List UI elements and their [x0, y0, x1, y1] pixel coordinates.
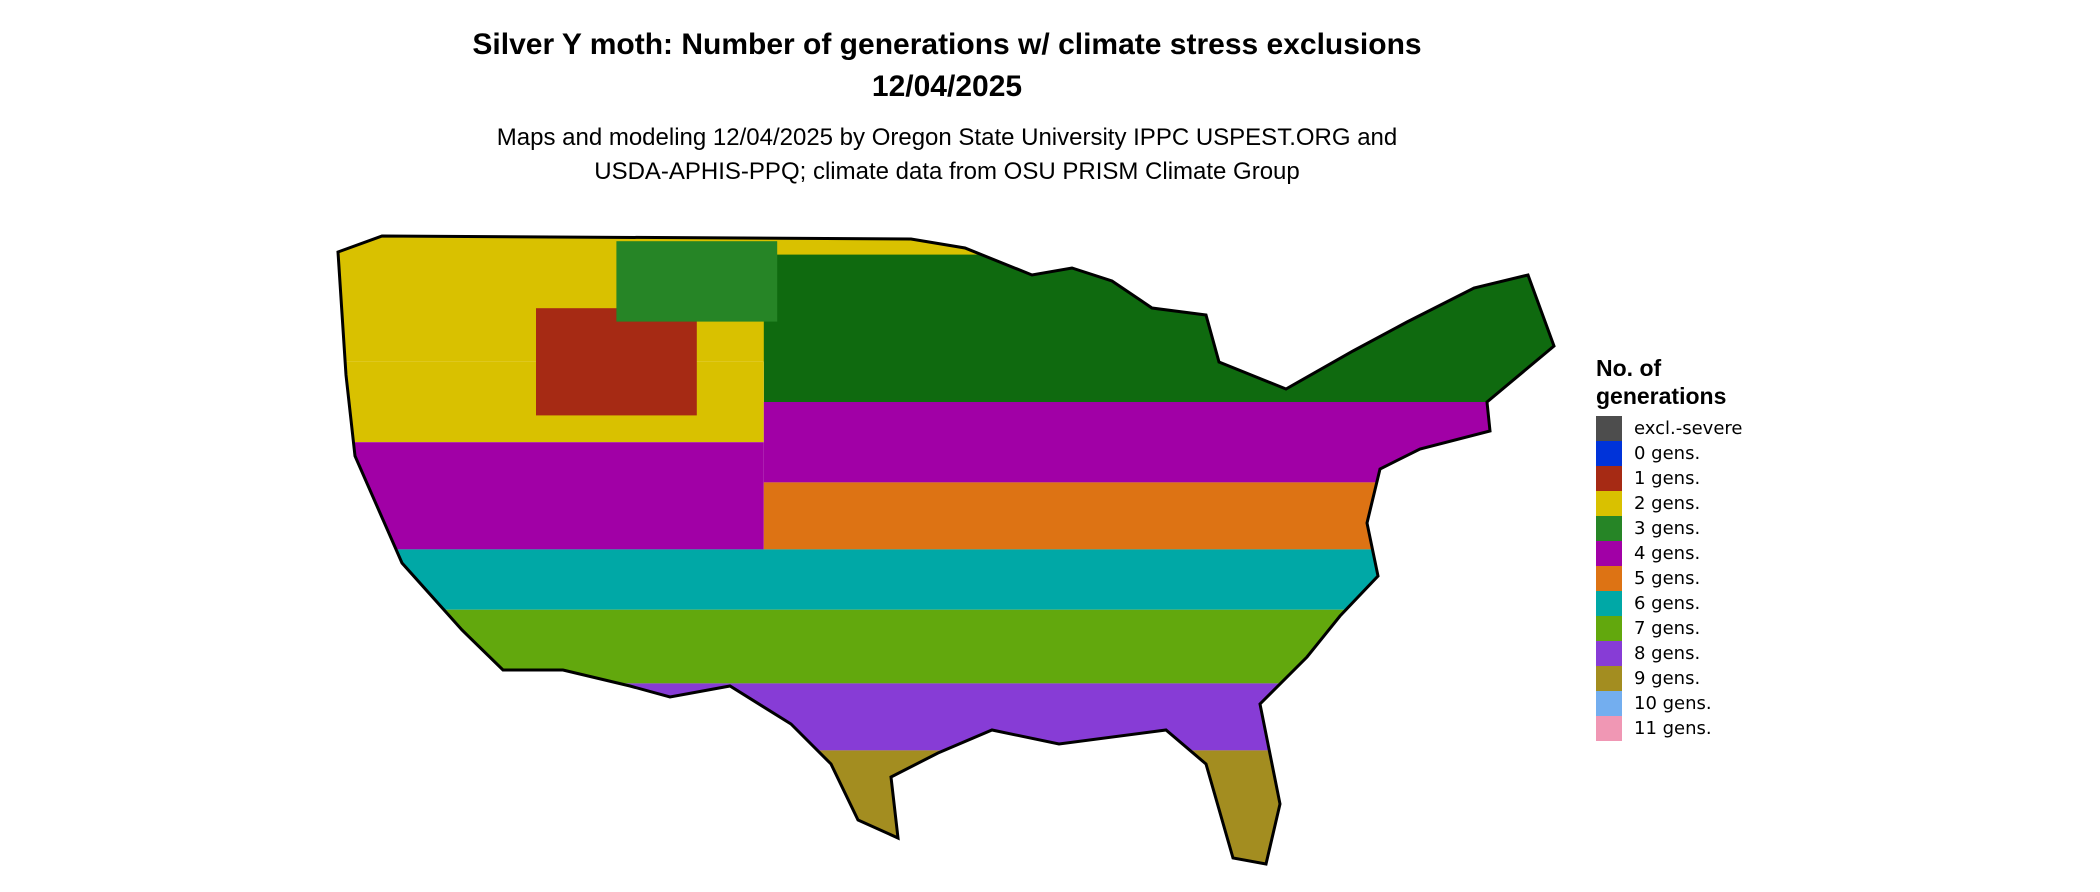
legend-item: 9 gens.: [1596, 666, 1742, 691]
legend-label: 4 gens.: [1634, 543, 1701, 564]
legend-label: 10 gens.: [1634, 693, 1712, 714]
legend-title-line1: No. of: [1596, 355, 1662, 381]
legend-swatch: [1596, 641, 1622, 666]
map-title: Silver Y moth: Number of generations w/ …: [472, 28, 1422, 61]
legend-swatch: [1596, 566, 1622, 591]
legend-label: 2 gens.: [1634, 493, 1701, 514]
legend-label: 1 gens.: [1634, 468, 1701, 489]
legend-swatch: [1596, 666, 1622, 691]
legend-swatch: [1596, 466, 1622, 491]
zone-9-gens: [338, 750, 1554, 864]
legend-item: 7 gens.: [1596, 616, 1742, 641]
legend-swatch: [1596, 591, 1622, 616]
zone-1-gens: [536, 308, 697, 416]
legend-swatch: [1596, 416, 1622, 441]
map-subtitle-line1: Maps and modeling 12/04/2025 by Oregon S…: [496, 124, 1398, 151]
legend-label: 0 gens.: [1634, 443, 1701, 464]
map-date: 12/04/2025: [871, 70, 1023, 103]
legend-label: 5 gens.: [1634, 568, 1701, 589]
legend-swatch: [1596, 691, 1622, 716]
legend-swatch: [1596, 541, 1622, 566]
legend-swatch: [1596, 491, 1622, 516]
legend-item: 4 gens.: [1596, 541, 1742, 566]
legend-swatch: [1596, 616, 1622, 641]
zone-5-gens: [763, 482, 1554, 550]
legend-item: 10 gens.: [1596, 691, 1742, 716]
legend-item: excl.-severe: [1596, 416, 1742, 441]
zone-8-gens: [338, 683, 1554, 751]
legend-title-line2: generations: [1596, 383, 1727, 409]
legend-label: 11 gens.: [1634, 718, 1712, 739]
legend-title: No. of generations: [1596, 354, 1742, 410]
legend-item: 5 gens.: [1596, 566, 1742, 591]
zone-3-gens: [763, 254, 1554, 402]
legend-item: 3 gens.: [1596, 516, 1742, 541]
zone-3-gens-north: [616, 241, 778, 322]
zone-4-gens: [763, 402, 1554, 483]
legend-label: 7 gens.: [1634, 618, 1701, 639]
zone-6-gens: [338, 549, 1554, 610]
legend-item: 2 gens.: [1596, 491, 1742, 516]
legend-label: 9 gens.: [1634, 668, 1701, 689]
legend-label: 8 gens.: [1634, 643, 1701, 664]
legend-item: 6 gens.: [1596, 591, 1742, 616]
legend-label: 3 gens.: [1634, 518, 1701, 539]
legend-label: excl.-severe: [1634, 418, 1743, 439]
zone-7-gens: [338, 609, 1554, 684]
legend-item: 1 gens.: [1596, 466, 1742, 491]
map-subtitle-line2: USDA-APHIS-PPQ; climate data from OSU PR…: [594, 158, 1300, 185]
generation-zones: [338, 236, 1554, 864]
legend-item: 11 gens.: [1596, 716, 1742, 741]
legend-swatch: [1596, 716, 1622, 741]
legend-item: 0 gens.: [1596, 441, 1742, 466]
legend: No. of generations excl.-severe 0 gens. 1 …: [1596, 354, 1742, 741]
us-outline: [336, 234, 1556, 866]
legend-swatch: [1596, 441, 1622, 466]
legend-label: 6 gens.: [1634, 593, 1701, 614]
legend-swatch: [1596, 516, 1622, 541]
legend-item: 8 gens.: [1596, 641, 1742, 666]
zone-4-gens-west: [338, 442, 764, 550]
